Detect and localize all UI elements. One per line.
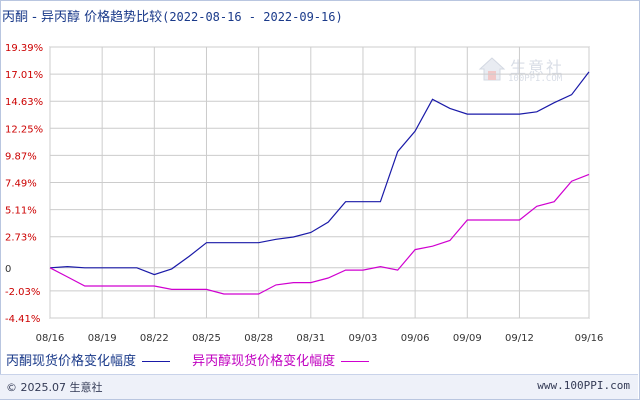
y-tick-label: 2.73%: [5, 233, 37, 244]
legend-item-series-2: 异丙醇现货价格变化幅度: [192, 350, 370, 369]
chart-title: 丙酮 - 异丙醇 价格趋势比较(2022-08-16 - 2022-09-16): [2, 6, 343, 25]
x-tick-label: 09/09: [453, 333, 482, 344]
y-tick-label: -2.03%: [5, 287, 40, 298]
x-tick-label: 09/16: [575, 333, 604, 344]
x-tick-label: 08/25: [192, 333, 221, 344]
legend-label-series-2: 异丙醇现货价格变化幅度: [192, 354, 336, 369]
footer-site-link[interactable]: www.100PPI.com: [537, 379, 630, 392]
x-tick-label: 09/06: [401, 333, 430, 344]
legend-item-series-1: 丙酮现货价格变化幅度: [6, 350, 171, 369]
watermark-name: 生意社: [510, 58, 565, 77]
y-tick-label: 12.25%: [5, 124, 43, 135]
legend-swatch-series-1: [142, 361, 171, 362]
x-tick-label: 09/03: [349, 333, 378, 344]
y-tick-label: 9.87%: [5, 151, 37, 162]
x-tick-label: 08/31: [296, 333, 325, 344]
chart-title-main: 丙酮 - 异丙醇 价格趋势比较: [2, 10, 163, 25]
y-tick-label: 7.49%: [5, 179, 37, 190]
x-tick-label: 09/12: [505, 333, 534, 344]
x-tick-label: 08/28: [244, 333, 273, 344]
x-tick-label: 08/22: [140, 333, 169, 344]
y-tick-label: 17.01%: [5, 70, 43, 81]
y-tick-label: -4.41%: [5, 314, 40, 325]
legend-label-series-1: 丙酮现货价格变化幅度: [6, 354, 137, 369]
legend-swatch-series-2: [341, 361, 370, 362]
chart-title-range: (2022-08-16 - 2022-09-16): [162, 10, 343, 24]
y-tick-label: 5.11%: [5, 206, 37, 217]
y-tick-label: 14.63%: [5, 97, 43, 108]
x-tick-label: 08/16: [36, 333, 65, 344]
series-line-1: [49, 71, 590, 276]
y-tick-label: 0: [5, 264, 11, 275]
series-line-2: [49, 173, 590, 295]
footer-copyright: © 2025.07 生意社: [6, 381, 103, 394]
y-tick-label: 19.39%: [5, 43, 43, 54]
footer-bar: © 2025.07 生意社 www.100PPI.com: [0, 374, 638, 399]
chart-legend: 丙酮现货价格变化幅度 异丙醇现货价格变化幅度: [6, 350, 387, 369]
watermark-url: 100PPI.COM: [508, 74, 563, 84]
x-tick-label: 08/19: [88, 333, 117, 344]
